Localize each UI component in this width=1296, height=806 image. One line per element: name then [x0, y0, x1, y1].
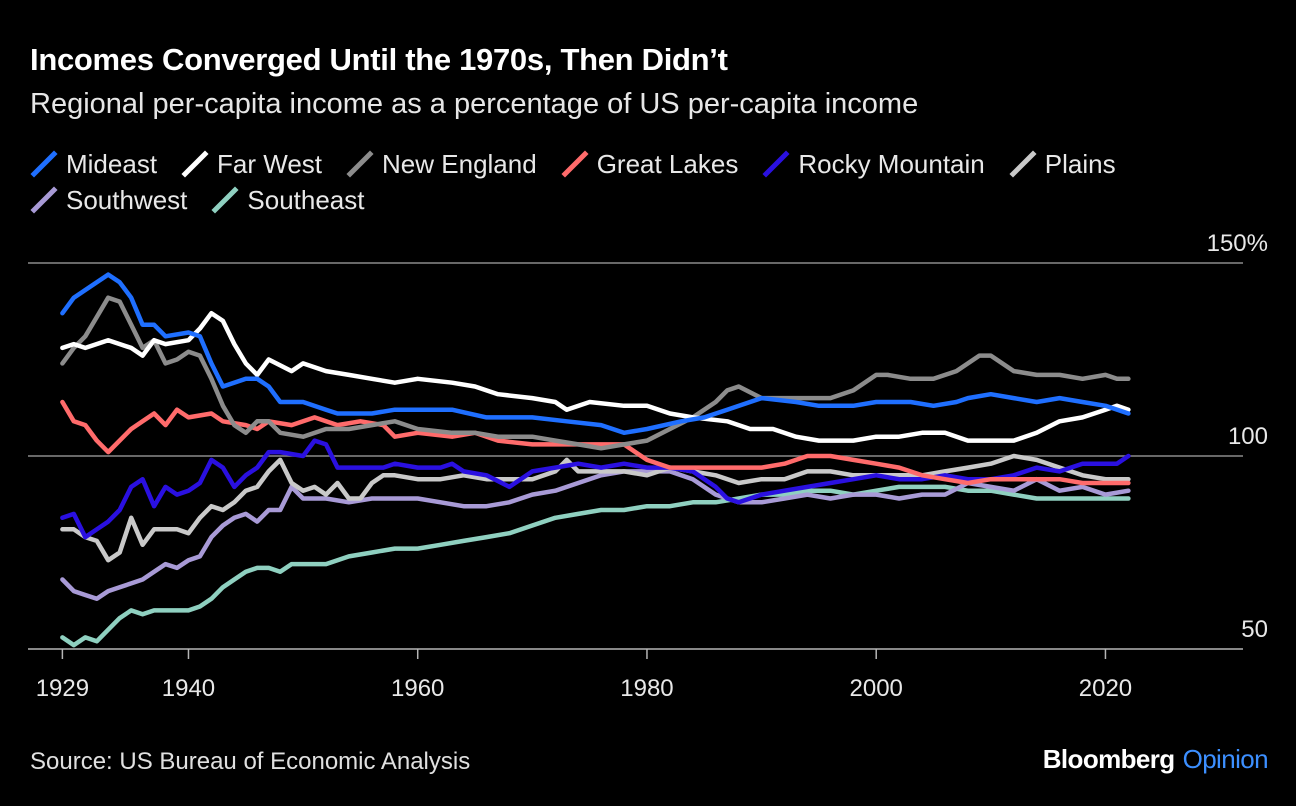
legend-swatch-icon [561, 150, 589, 178]
legend-item-southeast[interactable]: Southeast [211, 184, 365, 216]
legend-item-new-england[interactable]: New England [346, 149, 537, 180]
x-tick-label: 1929 [36, 675, 89, 702]
series-line-rocky-mountain [60, 438, 1131, 540]
series-line-great-lakes [60, 399, 1131, 486]
legend-label: Southeast [247, 184, 365, 215]
y-tick-label: 100 [1228, 423, 1268, 450]
legend-label: Rocky Mountain [798, 148, 985, 179]
legend: Mideast Far West New England Great Lakes… [30, 146, 1250, 218]
legend-swatch-icon [211, 186, 239, 214]
x-tick-label: 1940 [162, 675, 215, 702]
legend-label: Mideast [66, 148, 158, 179]
legend-swatch-icon [1009, 150, 1037, 178]
legend-swatch-icon [30, 150, 58, 178]
legend-item-far-west[interactable]: Far West [181, 149, 322, 180]
legend-row-1: Mideast Far West New England Great Lakes… [30, 146, 1250, 182]
legend-label: New England [382, 148, 537, 179]
series-line-plains [60, 453, 1131, 563]
series-line-southeast [60, 484, 1131, 648]
x-tick-label: 2000 [850, 675, 903, 702]
legend-item-plains[interactable]: Plains [1009, 149, 1116, 180]
legend-swatch-icon [346, 150, 374, 178]
legend-item-rocky-mountain[interactable]: Rocky Mountain [762, 148, 985, 180]
chart-title: Incomes Converged Until the 1970s, Then … [30, 42, 728, 77]
y-tick-label: 50 [1241, 616, 1268, 643]
legend-item-southwest[interactable]: Southwest [30, 185, 187, 216]
legend-label: Southwest [66, 184, 188, 215]
legend-row-2: Southwest Southeast [30, 182, 1250, 218]
legend-swatch-icon [762, 150, 790, 178]
legend-label: Far West [217, 148, 323, 179]
x-tick-label: 1980 [620, 675, 673, 702]
y-tick-label: 150% [1207, 230, 1268, 257]
legend-swatch-icon [30, 186, 58, 214]
brand-main: Bloomberg [1042, 744, 1175, 774]
legend-label: Plains [1044, 148, 1116, 179]
legend-swatch-icon [181, 150, 209, 178]
brand-secondary: Opinion [1182, 744, 1269, 774]
legend-item-great-lakes[interactable]: Great Lakes [561, 148, 739, 180]
series-line-new-england [60, 295, 1131, 451]
chart-subtitle: Regional per-capita income as a percenta… [30, 88, 919, 120]
brand-logo: Bloomberg Opinion [1042, 744, 1269, 775]
source-note: Source: US Bureau of Economic Analysis [30, 748, 471, 775]
x-tick-label: 2020 [1079, 675, 1132, 702]
legend-item-mideast[interactable]: Mideast [30, 149, 157, 180]
series-line-southwest [60, 469, 1131, 602]
series-line-mideast [60, 272, 1131, 436]
series-line-far-west [60, 310, 1131, 443]
legend-label: Great Lakes [596, 148, 739, 179]
x-tick-label: 1960 [391, 675, 444, 702]
